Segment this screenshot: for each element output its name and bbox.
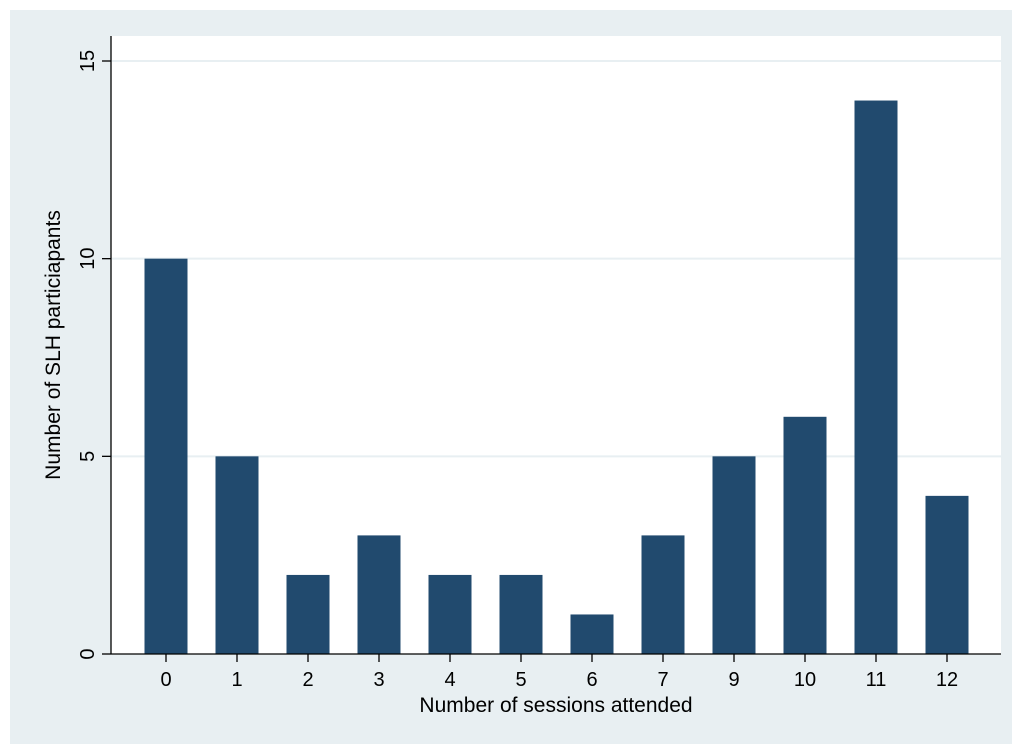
x-tick-label: 7 [657,669,668,691]
x-tick-label: 3 [373,669,384,691]
x-tick-label: 5 [515,669,526,691]
bar [570,614,614,654]
y-tick-label: 10 [77,248,99,270]
x-tick-label: 2 [302,669,313,691]
x-axis-label: Number of sessions attended [419,694,692,717]
x-tick-label: 11 [866,669,887,691]
y-tick-label: 0 [77,648,99,659]
x-tick-label: 1 [231,669,242,691]
bar [357,535,401,654]
bar [215,456,259,654]
axes [110,36,1001,655]
x-tick-label: 9 [728,669,739,691]
x-ticks: 0 1 2 3 4 5 6 7 9 10 11 12 [160,654,958,691]
y-ticks: 0 5 10 15 [77,50,111,660]
gridlines [111,60,1001,458]
bar [428,574,472,654]
x-tick-label: 0 [160,669,171,691]
bars [144,100,969,655]
bar [641,535,685,654]
x-tick-label: 12 [936,669,958,691]
y-axis-label: Number of SLH particiapants [42,210,65,480]
y-tick-label: 15 [77,50,99,72]
x-tick-label: 10 [794,669,816,691]
y-tick-label: 5 [77,451,99,462]
plot-area [111,36,1001,654]
bar [783,416,827,654]
bar [712,456,756,654]
x-tick-label: 6 [586,669,597,691]
bar [286,574,330,654]
bar [854,100,898,655]
x-tick-label: 4 [444,669,455,691]
bar [499,574,543,654]
bar [144,258,188,654]
bar [925,495,969,654]
